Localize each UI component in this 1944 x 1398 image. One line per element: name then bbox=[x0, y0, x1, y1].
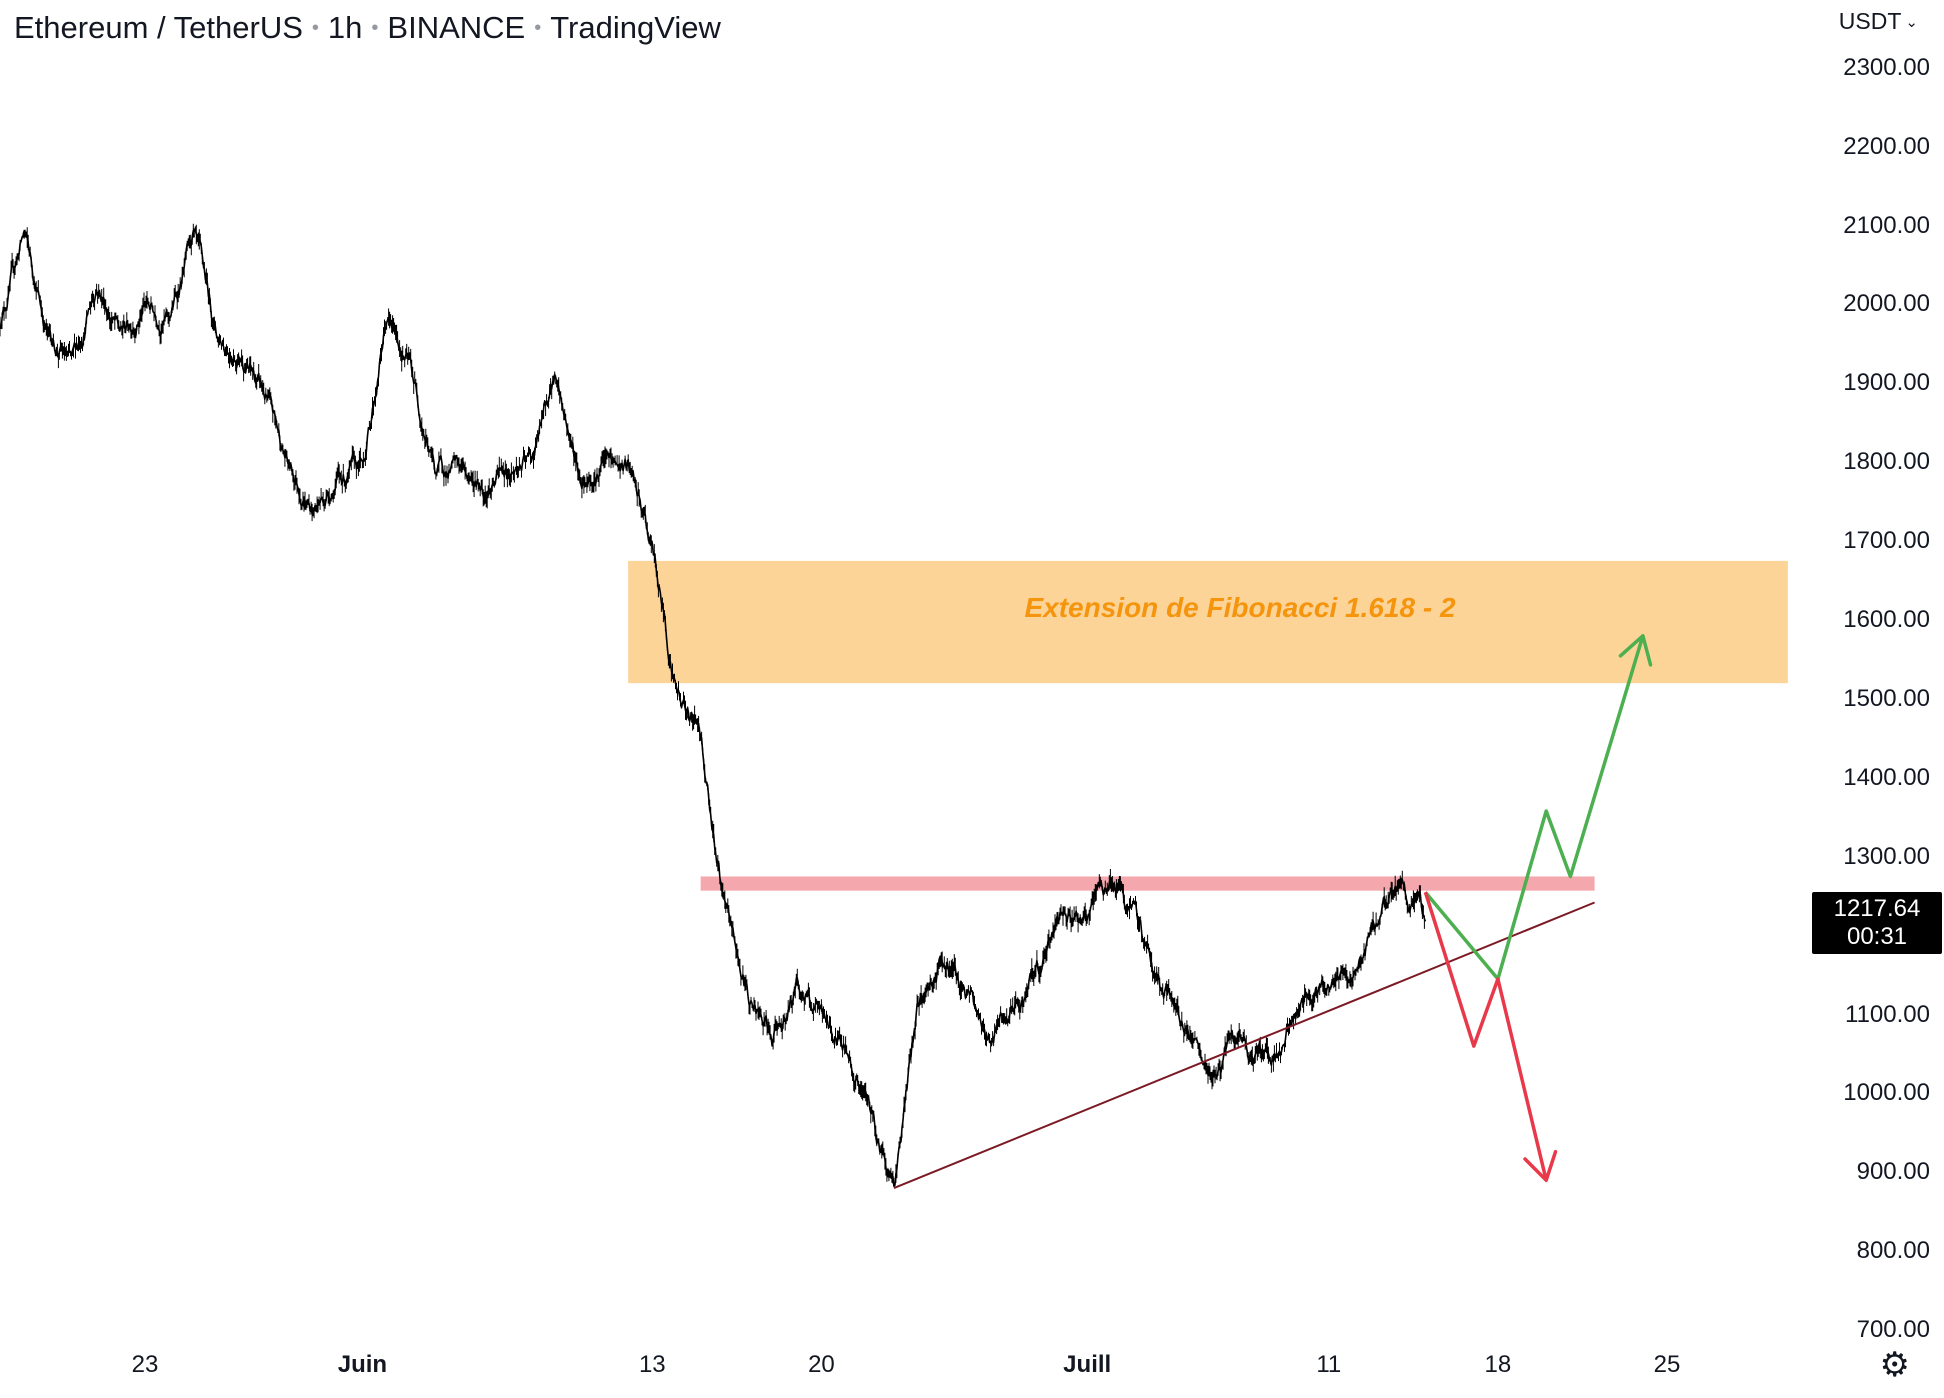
price-tick-label: 700.00 bbox=[1856, 1316, 1930, 1344]
bearish-scenario-arrow[interactable] bbox=[1423, 891, 1558, 1182]
bullish-arrowhead bbox=[1618, 634, 1653, 667]
exchange-label: BINANCE bbox=[387, 10, 526, 45]
price-tick-label: 2300.00 bbox=[1843, 53, 1930, 81]
time-tick-label: 13 bbox=[638, 1351, 666, 1378]
gear-icon[interactable]: ⚙ bbox=[1879, 1346, 1910, 1384]
separator-dot: • bbox=[534, 16, 542, 39]
bullish-path bbox=[1424, 635, 1645, 981]
separator-dot: • bbox=[311, 16, 319, 39]
price-tick-label: 2100.00 bbox=[1843, 211, 1930, 239]
bar-countdown: 00:31 bbox=[1846, 923, 1908, 950]
symbol-name[interactable]: Ethereum / TetherUS bbox=[14, 10, 303, 45]
currency-selector[interactable]: USDT ⌄ bbox=[1839, 8, 1918, 35]
price-tick-label: 1100.00 bbox=[1845, 1000, 1930, 1028]
price-tick-label: 1800.00 bbox=[1843, 448, 1930, 476]
price-tick-label: 800.00 bbox=[1856, 1237, 1930, 1265]
source-label: TradingView bbox=[550, 10, 721, 45]
time-tick-label: Juill bbox=[1063, 1351, 1112, 1378]
price-series bbox=[0, 223, 1427, 1187]
price-tick-label: 1900.00 bbox=[1843, 369, 1930, 397]
bullish-scenario-arrow[interactable] bbox=[1424, 634, 1653, 981]
price-tick-label: 1600.00 bbox=[1843, 606, 1930, 634]
bearish-path bbox=[1423, 891, 1548, 1181]
price-tick-label: 2000.00 bbox=[1843, 290, 1930, 318]
price-tick-label: 2200.00 bbox=[1843, 132, 1930, 160]
chevron-down-icon: ⌄ bbox=[1905, 13, 1918, 31]
candle-wicks bbox=[0, 223, 1425, 1187]
resistance-zone[interactable] bbox=[700, 876, 1595, 891]
time-tick-label: Juin bbox=[337, 1351, 388, 1378]
price-tick-label: 1500.00 bbox=[1843, 684, 1930, 712]
fibonacci-zone-label: Extension de Fibonacci 1.618 - 2 bbox=[1024, 592, 1456, 623]
time-tick-label: 23 bbox=[131, 1351, 159, 1378]
price-tick-label: 900.00 bbox=[1856, 1158, 1930, 1186]
ascending-trendline[interactable] bbox=[893, 901, 1595, 1190]
bearish-arrowhead bbox=[1523, 1149, 1558, 1182]
time-tick-label: 11 bbox=[1316, 1351, 1342, 1378]
chart-header: Ethereum / TetherUS • 1h • BINANCE • Tra… bbox=[14, 10, 721, 46]
price-tick-label: 1400.00 bbox=[1843, 763, 1930, 791]
price-line bbox=[0, 229, 1427, 1187]
time-tick-label: 25 bbox=[1653, 1351, 1681, 1378]
time-tick-label: 18 bbox=[1484, 1351, 1512, 1378]
time-tick-label: 20 bbox=[808, 1351, 835, 1378]
last-price-tag: 1217.64 00:31 bbox=[1812, 892, 1942, 954]
fibonacci-extension-zone[interactable] bbox=[628, 560, 1788, 684]
separator-dot: • bbox=[371, 16, 379, 39]
price-tick-label: 1300.00 bbox=[1843, 842, 1930, 870]
interval-label[interactable]: 1h bbox=[327, 10, 363, 45]
price-tick-label: 1000.00 bbox=[1843, 1079, 1930, 1107]
currency-label: USDT bbox=[1838, 8, 1902, 34]
last-price-value: 1217.64 bbox=[1833, 895, 1921, 922]
price-tick-label: 1700.00 bbox=[1843, 527, 1930, 555]
